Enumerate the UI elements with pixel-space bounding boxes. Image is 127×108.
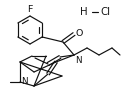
Text: H: H <box>80 7 88 17</box>
Text: O: O <box>76 29 83 38</box>
Text: Cl: Cl <box>100 7 110 17</box>
Text: N: N <box>75 56 82 65</box>
Text: N: N <box>21 78 28 87</box>
Text: F: F <box>27 5 33 14</box>
